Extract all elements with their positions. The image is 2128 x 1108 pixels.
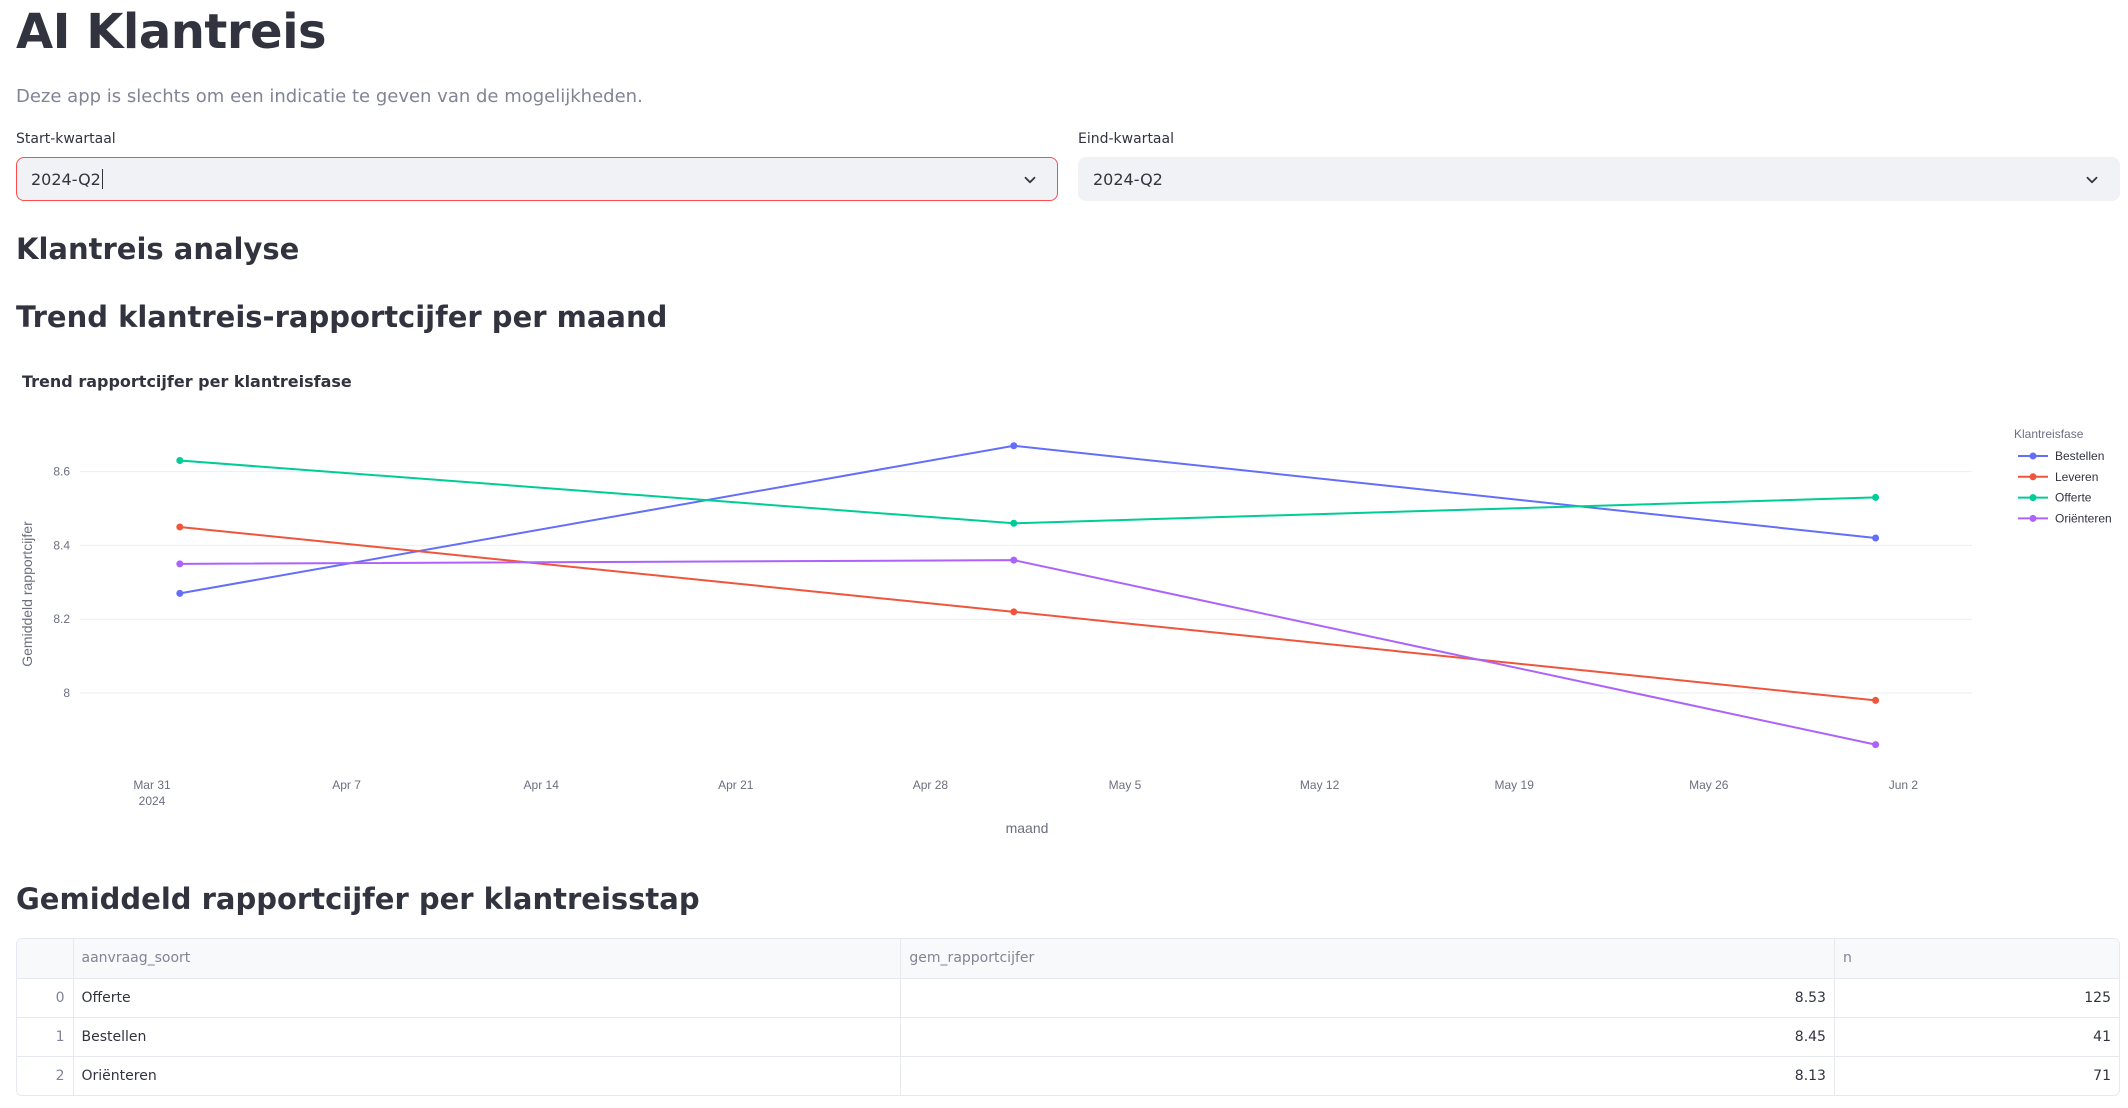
- chevron-down-icon[interactable]: [1021, 171, 1039, 189]
- series-line: [179, 559, 1876, 746]
- legend-entry: Leveren: [2055, 470, 2098, 484]
- table-header-row: aanvraag_soort gem_rapportcijfer n: [17, 939, 2119, 979]
- row-index: 1: [17, 1017, 74, 1057]
- row-index: 2: [17, 1056, 74, 1095]
- cell-gem-rapportcijfer[interactable]: 8.13: [900, 1056, 1835, 1095]
- data-point: [1010, 608, 1018, 616]
- cell-gem-rapportcijfer[interactable]: 8.53: [900, 978, 1835, 1018]
- column-header[interactable]: gem_rapportcijfer: [900, 939, 1835, 979]
- data-point: [1872, 741, 1880, 749]
- start-quarter-label: Start-kwartaal: [16, 131, 116, 147]
- table-row: 2 Oriënteren 8.13 71: [17, 1056, 2119, 1095]
- legend-marker: [2029, 452, 2037, 460]
- legend-marker: [2029, 514, 2037, 522]
- legend-marker: [2029, 494, 2037, 502]
- y-axis-label: Gemiddeld rapportcijfer: [19, 521, 35, 667]
- y-tick-label: 8.6: [53, 465, 70, 479]
- series-line: [179, 525, 1876, 702]
- series-line: [179, 459, 1876, 525]
- table-row: 0 Offerte 8.53 125: [17, 978, 2119, 1018]
- trend-line-chart: 8 8.2 8.4 8.6 Mar 31 Apr 7 Apr 14 Apr 21 Apr 28 M…: [19, 427, 2112, 836]
- y-tick-label: 8.4: [53, 538, 70, 552]
- x-tick-label: May 19: [1495, 778, 1535, 792]
- data-point: [1010, 442, 1018, 450]
- x-axis-label: maand: [1006, 820, 1049, 836]
- start-quarter-value: 2024-Q2: [31, 169, 101, 189]
- data-point: [176, 523, 184, 531]
- y-tick-label: 8.2: [53, 612, 70, 626]
- x-tick-label: May 5: [1109, 778, 1142, 792]
- table-row: 1 Bestellen 8.45 41: [17, 1017, 2119, 1057]
- x-tick-label: Apr 7: [332, 778, 361, 792]
- app-title: AI Klantreis: [16, 4, 327, 60]
- index-header[interactable]: [17, 939, 74, 979]
- legend-title: Klantreisfase: [2014, 427, 2084, 441]
- legend-entry: Bestellen: [2055, 449, 2104, 463]
- x-tick-label: Apr 14: [524, 778, 560, 792]
- cell-n[interactable]: 41: [1834, 1017, 2119, 1057]
- data-point: [1872, 534, 1880, 542]
- cell-aanvraag-soort[interactable]: Offerte: [73, 978, 902, 1018]
- analysis-heading: Klantreis analyse: [16, 232, 300, 266]
- x-tick-label: Apr 21: [718, 778, 754, 792]
- end-quarter-select[interactable]: 2024-Q2: [1078, 157, 2120, 201]
- data-point: [176, 457, 184, 465]
- data-point: [176, 589, 184, 597]
- cell-aanvraag-soort[interactable]: Bestellen: [73, 1017, 902, 1057]
- x-tick-label: Mar 31: [133, 778, 171, 792]
- data-point: [1872, 696, 1880, 704]
- cell-gem-rapportcijfer[interactable]: 8.45: [900, 1017, 1835, 1057]
- cell-n[interactable]: 125: [1834, 978, 2119, 1018]
- legend-marker: [2029, 473, 2037, 481]
- column-header[interactable]: n: [1834, 939, 2119, 979]
- end-quarter-label: Eind-kwartaal: [1078, 131, 1174, 147]
- end-quarter-value: 2024-Q2: [1093, 169, 1163, 189]
- text-cursor: [101, 169, 103, 189]
- cell-n[interactable]: 71: [2093, 1067, 2111, 1084]
- trend-heading: Trend klantreis-rapportcijfer per maand: [16, 300, 668, 334]
- legend-entry: Oriënteren: [2055, 511, 2112, 525]
- chart-title: Trend rapportcijfer per klantreisfase: [22, 372, 352, 391]
- cell-aanvraag-soort[interactable]: Oriënteren: [73, 1056, 902, 1095]
- x-tick-label: Jun 2: [1889, 778, 1919, 792]
- x-tick-label: Apr 28: [913, 778, 949, 792]
- x-tick-label: May 12: [1300, 778, 1340, 792]
- x-tick-sublabel: 2024: [139, 794, 166, 808]
- row-index: 0: [17, 978, 74, 1018]
- data-point: [1010, 519, 1018, 527]
- start-quarter-select[interactable]: 2024-Q2: [16, 157, 1058, 201]
- y-tick-label: 8: [63, 686, 70, 700]
- data-point: [1010, 556, 1018, 564]
- column-header[interactable]: aanvraag_soort: [73, 939, 902, 979]
- legend-entry: Offerte: [2055, 491, 2092, 505]
- data-point: [1872, 493, 1880, 501]
- x-tick-label: May 26: [1689, 778, 1729, 792]
- app-caption: Deze app is slechts om een indicatie te …: [16, 86, 643, 107]
- data-point: [176, 560, 184, 568]
- chevron-down-icon[interactable]: [2083, 171, 2101, 189]
- step-scores-table: aanvraag_soort gem_rapportcijfer n 0 Off…: [16, 938, 2120, 1096]
- series-line: [179, 444, 1876, 595]
- table-heading: Gemiddeld rapportcijfer per klantreissta…: [16, 882, 700, 916]
